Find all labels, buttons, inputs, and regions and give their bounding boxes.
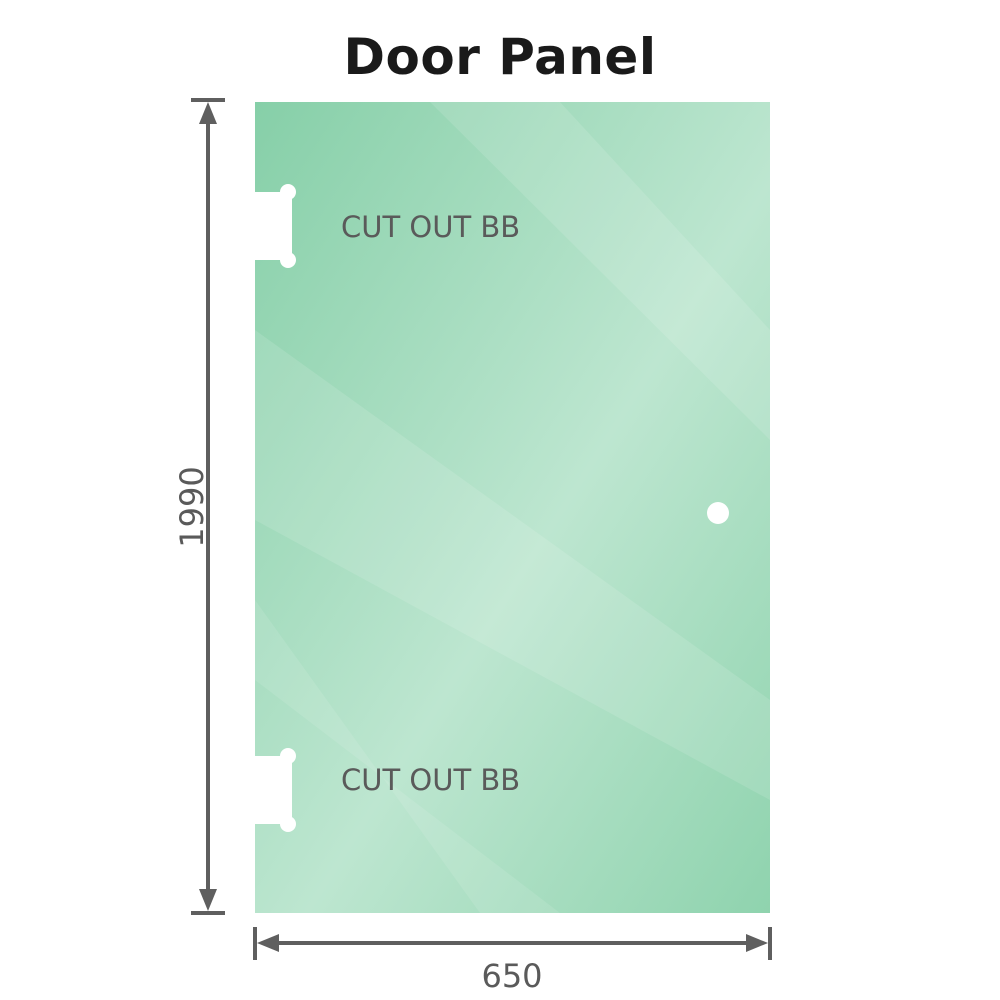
handle-hole (707, 502, 729, 524)
height-dimension-line (191, 98, 225, 915)
cutout-label-bottom: CUT OUT BB (341, 763, 520, 797)
cutout-label-top: CUT OUT BB (341, 210, 520, 244)
height-label: 1990 (173, 466, 211, 547)
cutout-bottom (250, 748, 296, 832)
width-label: 650 (481, 957, 542, 995)
cutout-top (250, 184, 296, 268)
glass-panel (255, 102, 770, 913)
width-dimension-line (253, 927, 772, 960)
diagram-title: Door Panel (343, 28, 657, 86)
